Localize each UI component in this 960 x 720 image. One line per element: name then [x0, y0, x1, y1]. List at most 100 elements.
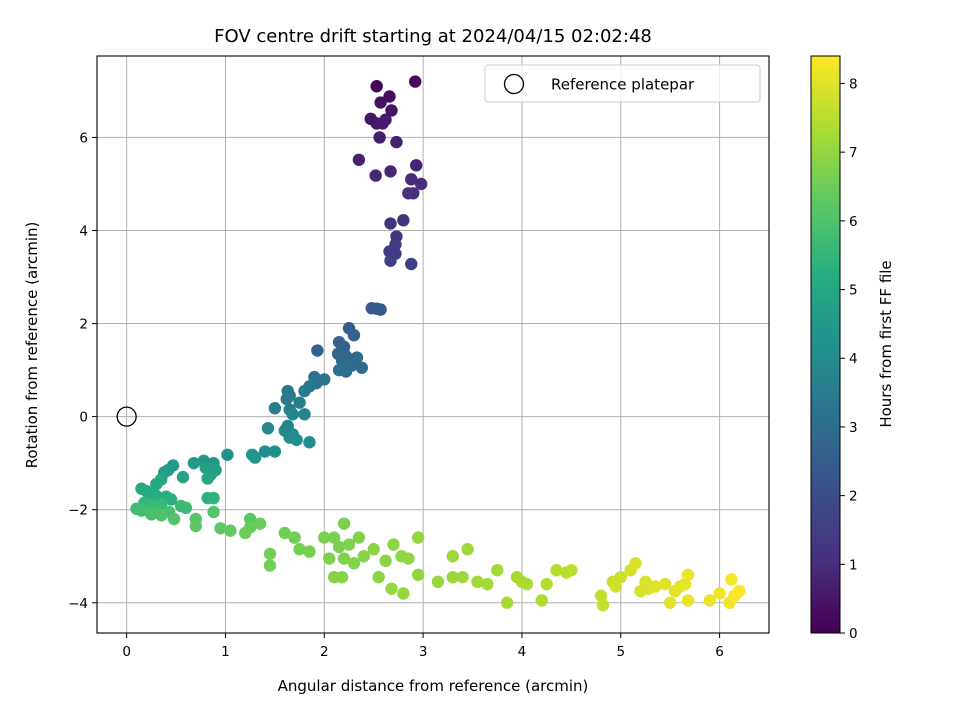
data-point	[303, 436, 316, 449]
data-point	[258, 445, 272, 458]
colorbar-label: Hours from first FF file	[877, 260, 895, 427]
colorbar-tick-label: 6	[849, 214, 858, 230]
data-point	[189, 519, 203, 533]
data-point	[150, 477, 163, 491]
data-point	[387, 538, 400, 551]
colorbar-tick-label: 3	[849, 420, 858, 436]
data-point	[383, 90, 396, 103]
reference-point-marker	[116, 406, 137, 427]
data-point	[298, 408, 311, 421]
data-point	[385, 104, 398, 117]
data-point	[411, 568, 425, 582]
data-point	[167, 512, 181, 526]
data-point	[385, 582, 398, 595]
data-point	[461, 543, 474, 556]
data-point	[384, 165, 397, 178]
data-point	[342, 538, 356, 551]
data-point	[187, 456, 201, 470]
data-point	[500, 596, 514, 609]
data-point	[347, 328, 361, 342]
y-axis-label: Rotation from reference (arcmin)	[23, 222, 41, 469]
data-point	[369, 169, 382, 182]
data-point	[332, 540, 346, 554]
data-point	[214, 522, 227, 535]
data-point	[663, 596, 677, 609]
data-point	[409, 75, 422, 88]
data-point	[201, 472, 214, 485]
data-point	[268, 402, 282, 415]
data-point	[303, 545, 316, 558]
x-tick-label: 4	[518, 644, 527, 660]
legend: Reference platepar	[484, 64, 761, 103]
chart-title: FOV centre drift starting at 2024/04/15 …	[214, 26, 652, 47]
data-points	[130, 75, 746, 612]
colorbar-tick-label: 5	[849, 283, 858, 299]
data-point	[410, 159, 423, 172]
y-tick-label: −4	[68, 596, 88, 612]
colorbar-gradient	[810, 55, 841, 634]
grid-lines	[97, 56, 769, 633]
data-point	[535, 594, 548, 607]
data-point	[263, 547, 277, 561]
data-point	[253, 517, 267, 530]
data-point	[367, 543, 380, 556]
data-point	[725, 573, 738, 586]
colorbar-tick-label: 2	[849, 489, 858, 505]
data-point	[352, 153, 366, 166]
data-point	[703, 594, 716, 607]
data-point	[298, 384, 311, 398]
reference-marker-group	[116, 406, 137, 427]
data-point	[323, 552, 336, 565]
data-point	[414, 177, 428, 191]
data-point	[337, 552, 351, 565]
data-point	[397, 214, 410, 227]
data-point	[456, 570, 469, 584]
data-point	[565, 563, 578, 577]
data-point	[335, 570, 349, 584]
x-tick-label: 6	[715, 644, 724, 660]
plot-frame	[96, 55, 770, 634]
data-point	[357, 550, 371, 563]
colorbar-tick-label: 8	[849, 76, 858, 92]
x-tick-label: 1	[221, 644, 230, 660]
colorbar-ticks: 0 1 2 3 4 5 6 7 8	[840, 76, 858, 642]
data-point	[207, 491, 220, 505]
data-point	[135, 504, 148, 517]
data-point	[609, 580, 623, 593]
data-point	[681, 568, 695, 582]
data-point	[293, 396, 306, 409]
data-point	[405, 173, 418, 186]
data-point	[145, 508, 158, 521]
x-tick-label: 2	[320, 644, 329, 660]
data-point	[374, 303, 387, 316]
data-point	[649, 580, 662, 593]
data-point	[290, 433, 303, 447]
data-point	[221, 448, 234, 461]
legend-box	[484, 64, 761, 103]
data-point	[224, 524, 237, 537]
data-point	[390, 135, 403, 149]
colorbar-tick-label: 4	[849, 351, 858, 367]
data-point	[629, 557, 642, 570]
data-point	[335, 354, 349, 367]
data-point	[268, 445, 282, 458]
data-point	[411, 531, 425, 544]
x-axis-label: Angular distance from reference (arcmin)	[278, 677, 589, 695]
data-point	[327, 531, 341, 544]
y-tick-label: 4	[79, 223, 88, 239]
data-point	[164, 493, 178, 506]
data-point	[397, 587, 410, 600]
data-point	[550, 563, 563, 577]
colorbar-tick-label: 0	[849, 626, 858, 642]
data-point	[471, 575, 484, 589]
colorbar: 0 1 2 3 4 5 6 7 8 Hours from first FF file	[810, 55, 895, 642]
colorbar-tick-label: 7	[849, 145, 858, 161]
data-point	[280, 392, 293, 406]
data-point	[352, 531, 366, 544]
data-point	[286, 408, 299, 421]
data-point	[515, 575, 529, 589]
data-point	[288, 531, 301, 544]
data-point	[614, 570, 627, 584]
data-point	[374, 96, 387, 109]
